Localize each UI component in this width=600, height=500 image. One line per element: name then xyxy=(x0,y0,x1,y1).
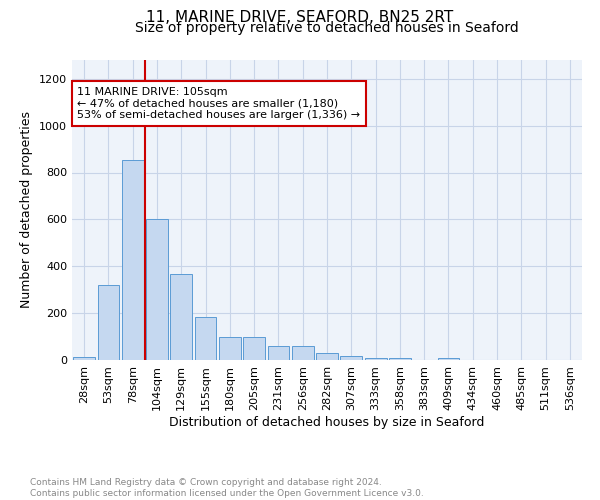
Bar xyxy=(170,274,192,360)
Y-axis label: Number of detached properties: Number of detached properties xyxy=(20,112,34,308)
Bar xyxy=(194,316,217,360)
Bar xyxy=(437,358,460,360)
Text: Contains HM Land Registry data © Crown copyright and database right 2024.
Contai: Contains HM Land Registry data © Crown c… xyxy=(30,478,424,498)
Bar xyxy=(146,220,168,360)
Bar xyxy=(243,336,265,360)
Bar xyxy=(316,353,338,360)
Bar xyxy=(219,336,241,360)
Bar xyxy=(97,285,119,360)
Bar xyxy=(122,160,143,360)
Bar xyxy=(292,346,314,360)
Text: 11 MARINE DRIVE: 105sqm
← 47% of detached houses are smaller (1,180)
53% of semi: 11 MARINE DRIVE: 105sqm ← 47% of detache… xyxy=(77,87,360,120)
Title: Size of property relative to detached houses in Seaford: Size of property relative to detached ho… xyxy=(135,21,519,35)
Bar xyxy=(340,356,362,360)
Bar xyxy=(365,358,386,360)
Bar xyxy=(389,358,411,360)
X-axis label: Distribution of detached houses by size in Seaford: Distribution of detached houses by size … xyxy=(169,416,485,428)
Text: 11, MARINE DRIVE, SEAFORD, BN25 2RT: 11, MARINE DRIVE, SEAFORD, BN25 2RT xyxy=(146,10,454,25)
Bar xyxy=(268,346,289,360)
Bar xyxy=(73,357,95,360)
